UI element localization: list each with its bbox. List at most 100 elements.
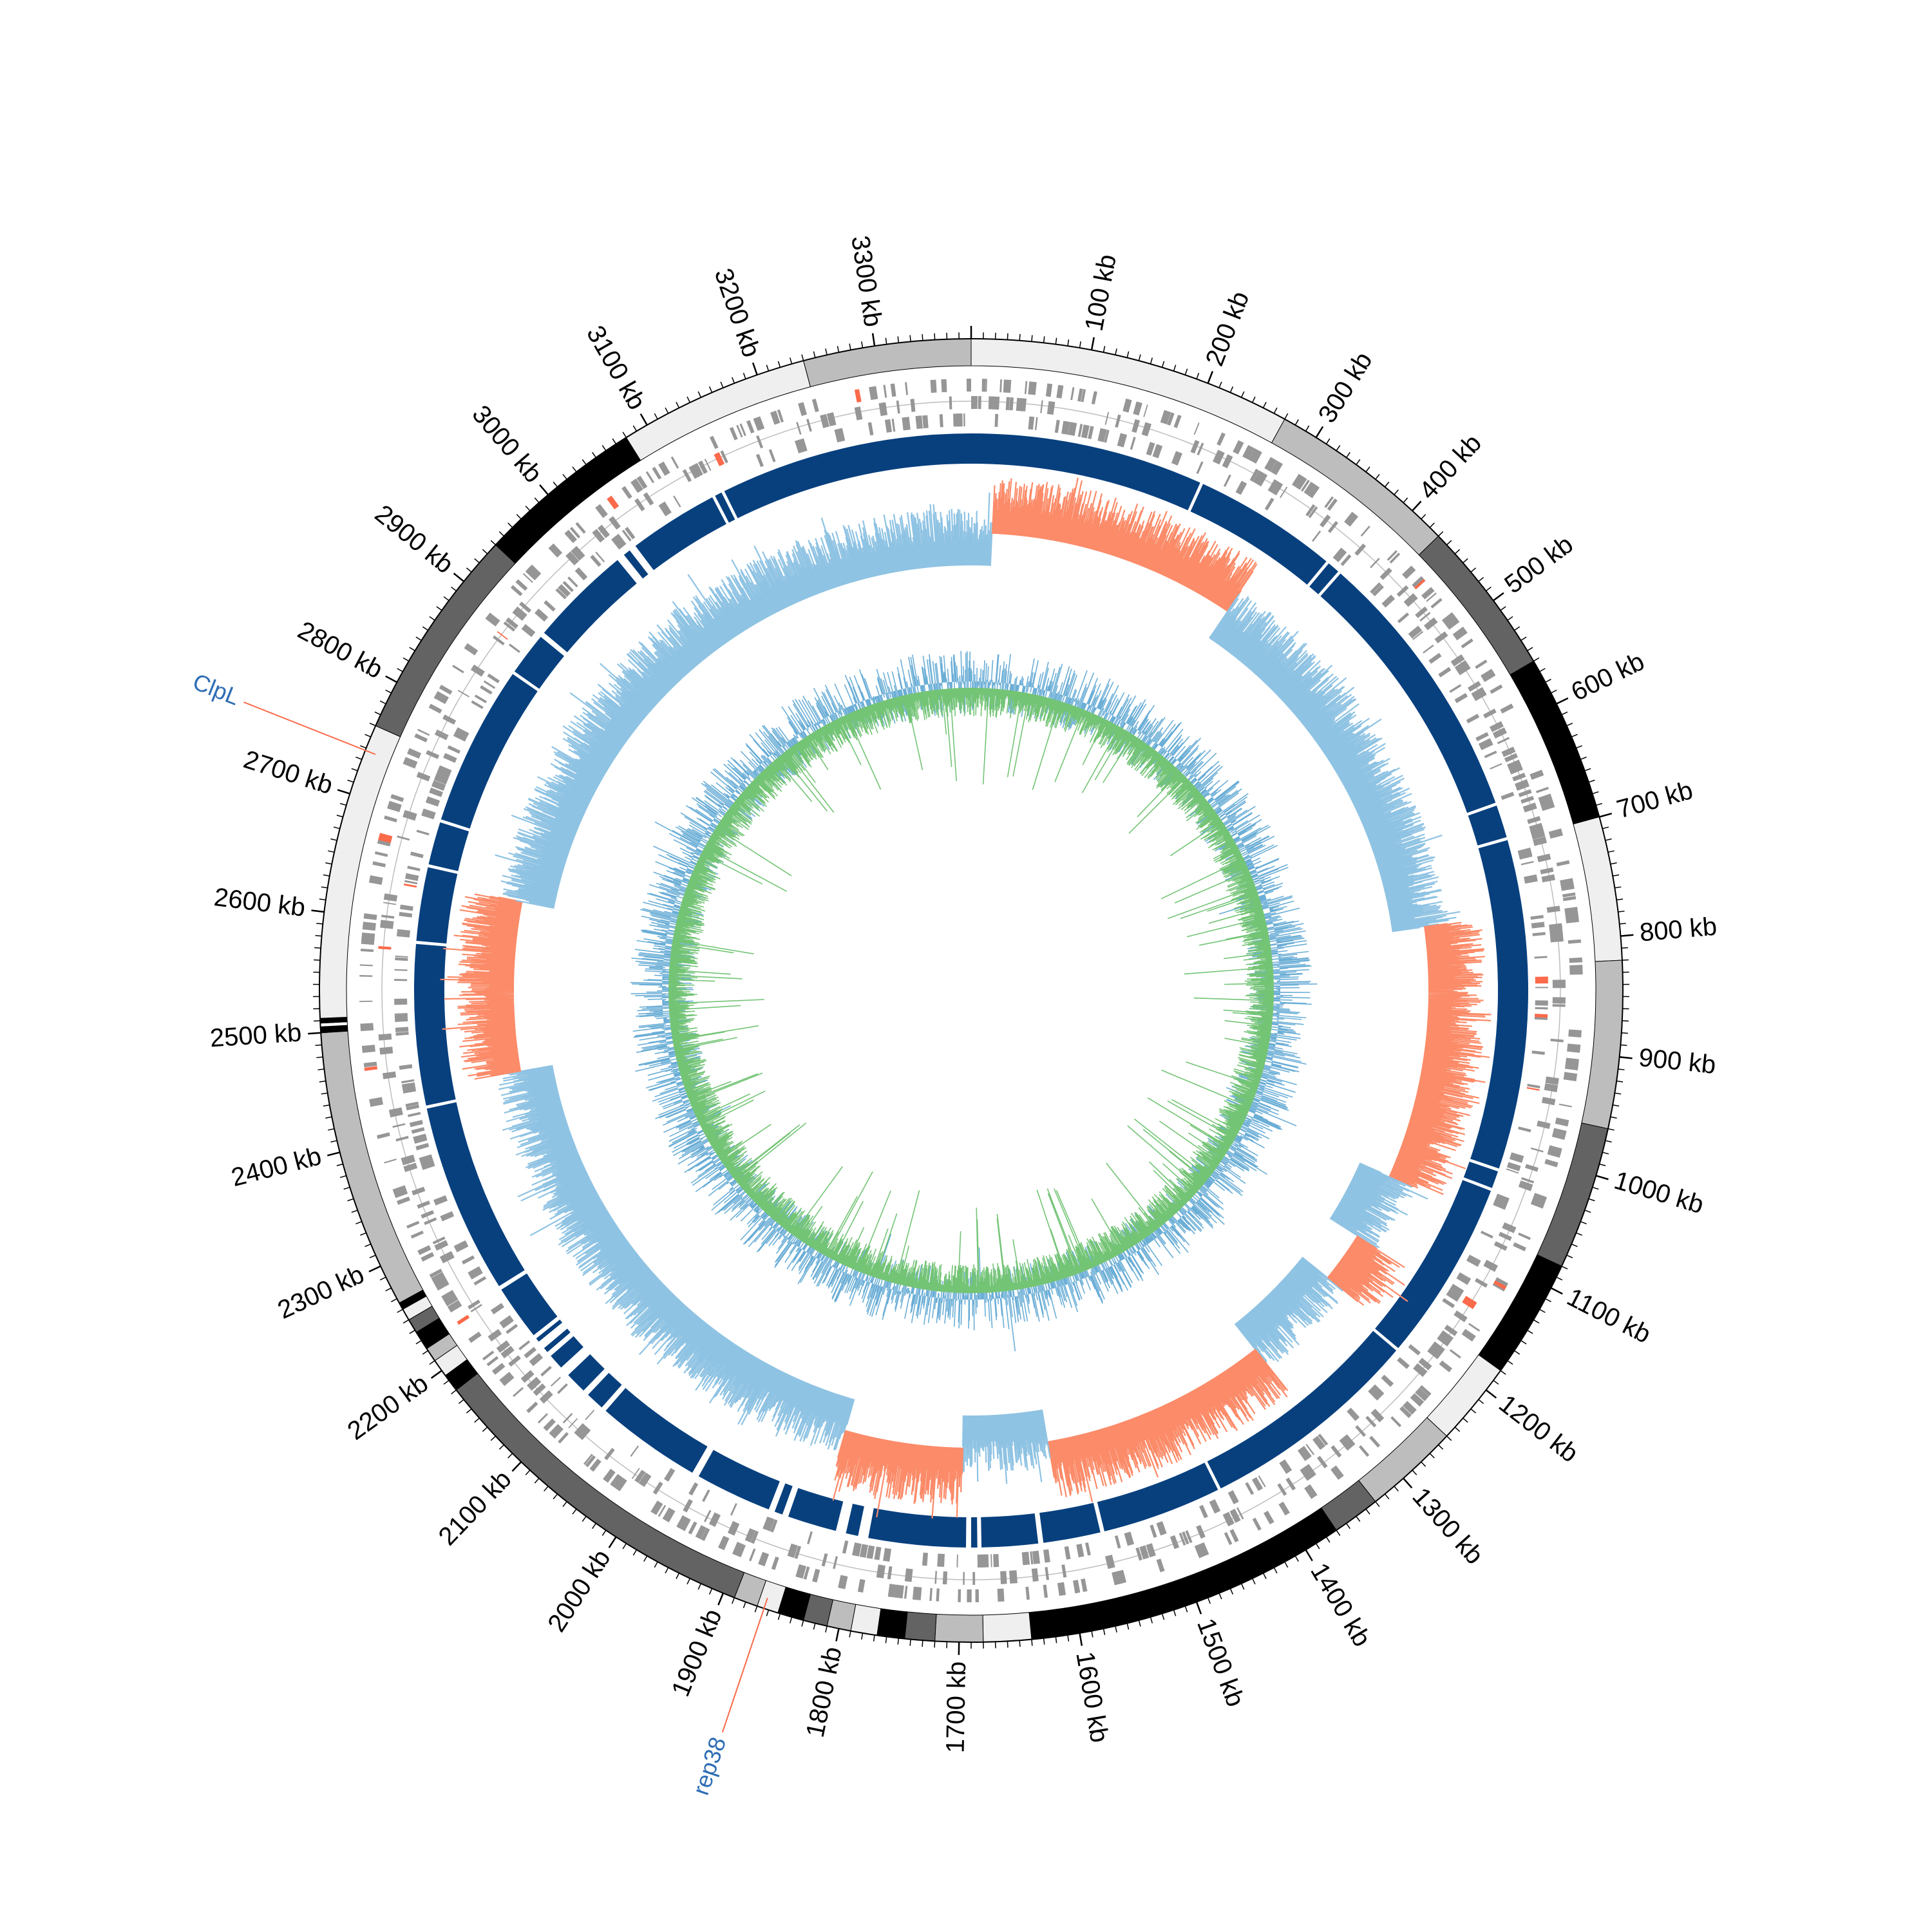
minor-tick [1294,419,1299,426]
gene-mark [1430,598,1443,609]
gene-mark [1410,1393,1425,1407]
gene-mark [488,1329,502,1342]
minus-strand-coverage [970,493,993,566]
gene-mark [652,466,662,480]
gene-mark [972,1571,976,1585]
minor-tick [1356,459,1361,465]
gene-mark [1461,638,1473,649]
gene-mark [929,1587,933,1602]
minor-tick [1294,1555,1299,1562]
major-tick [639,413,648,426]
gene-mark [555,588,567,600]
gene-mark [1444,1325,1458,1336]
gene-mark [1466,1255,1481,1267]
gene-mark [1054,419,1060,433]
gene-mark [634,1470,646,1483]
minor-tick [665,1567,669,1574]
gene-mark [1124,1531,1135,1546]
tick-label: 1700 kb [942,1661,972,1753]
major-tick [1315,426,1324,438]
gene-mark [1530,1147,1544,1153]
gene-mark [1534,1017,1548,1020]
gene-mark [993,1553,999,1567]
gene-mark [1446,1292,1459,1302]
alignment-block [426,1102,525,1287]
gene-mark [1245,1482,1255,1495]
minor-tick [323,1104,330,1107]
gene-mark [798,438,808,453]
gene-mark [1139,1545,1150,1560]
gene-mark [1061,1564,1067,1578]
gene-mark [487,673,500,683]
gene-mark [482,1350,495,1361]
gene-mark [548,543,563,558]
minor-tick [1394,1486,1399,1492]
alignment-block [501,1273,558,1336]
gene-mark [426,750,440,759]
tick-label: 2700 kb [240,745,336,800]
gene-mark [562,1413,573,1424]
alignment-block [514,636,564,689]
alignment-block [635,497,726,571]
gene-mark [1369,1435,1381,1448]
gene-mark [1160,410,1171,425]
minor-tick [732,1597,735,1604]
minor-tick [1446,540,1452,545]
alignment-block [971,433,1200,511]
gene-mark [567,576,578,588]
gene-mark [1467,681,1481,692]
gene-mark [1438,667,1452,677]
gene-mark [960,413,963,427]
minor-tick [732,377,735,384]
minor-tick [1138,1620,1141,1627]
minor-tick [622,431,627,438]
tick-label: 200 kb [1200,287,1255,370]
gene-mark [1544,1159,1558,1168]
minor-tick [1325,1537,1331,1543]
gene-mark [372,861,386,867]
minor-tick [777,361,781,368]
gene-mark [381,914,395,919]
minor-tick [687,396,691,403]
gene-mark [840,1575,845,1589]
minor-tick [1437,531,1444,536]
minor-tick [1345,1523,1350,1530]
gene-mark [469,1269,483,1280]
gene-mark [1156,1558,1165,1573]
gene-mark [673,495,681,507]
gene-mark [1327,521,1339,533]
minor-tick [1184,368,1188,375]
minor-tick [1007,333,1009,340]
gene-mark [1270,460,1283,475]
minor-tick [1613,874,1620,876]
gene-mark [421,1159,435,1170]
gene-mark [499,1315,514,1329]
gene-mark [1399,1406,1412,1418]
gene-mark [1297,1448,1309,1461]
tick-label: 1500 kb [1191,1615,1250,1710]
gene-mark [470,1303,482,1312]
minor-tick [1621,1032,1628,1034]
gene-mark [1546,905,1560,913]
gene-mark [1064,1546,1071,1560]
gene-mark [887,1584,894,1597]
minor-tick [1229,1588,1234,1595]
gene-mark [557,1383,568,1394]
gene-mark [1132,419,1141,433]
minor-tick [315,1044,322,1046]
gene-mark [670,456,679,469]
minor-tick [1486,586,1492,592]
minor-tick [1115,1625,1117,1633]
gene-mark [1077,424,1083,437]
gene-mark [1454,693,1468,703]
gene-mark [1518,1232,1531,1240]
gene-mark [1527,1083,1540,1089]
gene-mark [770,410,781,425]
gene-mark [1421,587,1435,600]
gene-mark [1360,526,1370,537]
gene-mark [537,1413,548,1424]
minor-tick [317,1068,325,1070]
gene-mark [857,1578,866,1593]
minor-tick [1437,1444,1444,1450]
gene-mark [421,1210,435,1219]
